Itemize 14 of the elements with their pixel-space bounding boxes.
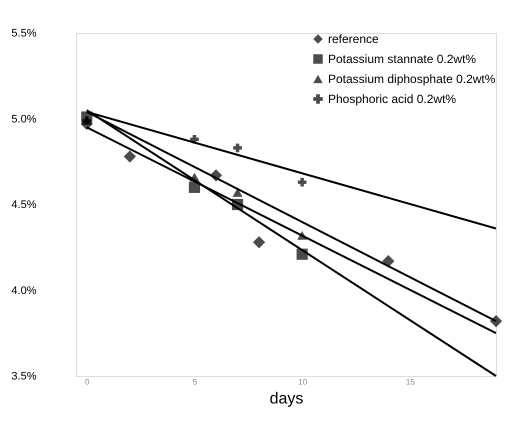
x-tick-label: 10 <box>298 378 308 386</box>
x-tick-label: 15 <box>406 378 416 386</box>
x-axis-title: days <box>270 390 304 408</box>
legend-label: reference <box>328 32 380 46</box>
y-tick-label: 4.0% <box>11 284 37 297</box>
y-tick-label: 4.5% <box>11 199 37 211</box>
x-tick-label: 0 <box>85 378 90 386</box>
legend-label: Potassium diphosphate 0.2wt% <box>328 72 496 86</box>
x-tick-label: 5 <box>192 378 198 386</box>
y-tick-label: 3.5% <box>11 370 37 382</box>
legend-label: Potassium stannate 0.2wt% <box>328 52 476 66</box>
y-tick-label: 5.0% <box>11 113 37 126</box>
legend-label: Phosphoric acid 0.2wt% <box>328 92 456 106</box>
y-tick-label: 5.5% <box>11 28 37 40</box>
